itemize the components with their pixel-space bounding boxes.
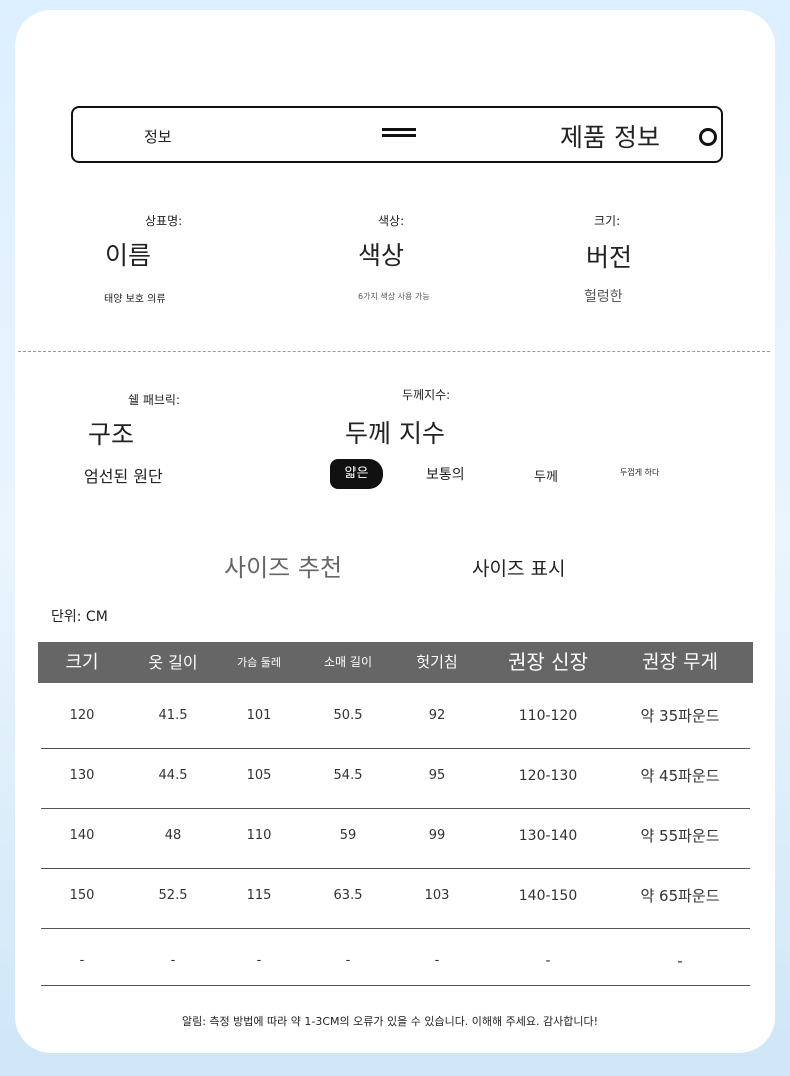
header-size: 크기 bbox=[65, 652, 99, 673]
table-cell: 103 bbox=[424, 888, 450, 903]
size-display-subtitle: 사이즈 표시 bbox=[472, 558, 566, 580]
table-cell: 140 bbox=[69, 828, 95, 843]
thickness-option-thicker[interactable]: 두껍게 하다 bbox=[620, 468, 660, 477]
thickness-option-thick[interactable]: 두께 bbox=[534, 470, 558, 485]
table-cell: 130-140 bbox=[518, 828, 578, 844]
table-cell: 150 bbox=[69, 888, 95, 903]
table-cell: 약 45파운드 bbox=[640, 767, 720, 785]
header-sleeve: 소매 길이 bbox=[324, 655, 372, 669]
circle-icon bbox=[699, 128, 717, 146]
table-cell: 약 55파운드 bbox=[640, 827, 720, 845]
table-row: ------- bbox=[41, 929, 750, 986]
table-cell: 110 bbox=[246, 828, 272, 843]
hamburger-icon[interactable] bbox=[382, 128, 416, 142]
fabric-label: 쉘 패브릭: bbox=[128, 393, 181, 407]
table-cell: 99 bbox=[428, 828, 446, 843]
table-cell: 약 65파운드 bbox=[640, 887, 720, 905]
size-label: 크기: bbox=[594, 214, 621, 228]
table-cell: 120 bbox=[69, 708, 95, 723]
table-cell: - bbox=[256, 953, 262, 968]
table-cell: 130 bbox=[69, 768, 95, 783]
brand-value: 이름 bbox=[105, 241, 152, 270]
page-title: 제품 정보 bbox=[560, 123, 660, 152]
table-cell: - bbox=[79, 953, 85, 968]
header-weight: 권장 무게 bbox=[642, 651, 718, 673]
table-cell: 115 bbox=[246, 888, 272, 903]
table-cell: 50.5 bbox=[333, 708, 363, 723]
brand-note: 태양 보호 의류 bbox=[104, 294, 166, 305]
color-value: 색상 bbox=[358, 241, 405, 270]
header-hem: 헛기침 bbox=[416, 653, 458, 671]
brand-label: 상표명: bbox=[145, 214, 183, 228]
table-cell: 48 bbox=[164, 828, 182, 843]
table-cell: 101 bbox=[246, 708, 272, 723]
header-bar bbox=[71, 106, 723, 163]
table-header: 크기 옷 길이 가슴 둘레 소매 길이 헛기침 권장 신장 권장 무게 bbox=[38, 642, 753, 683]
table-cell: - bbox=[434, 953, 440, 968]
divider bbox=[18, 351, 770, 352]
thickness-option-normal[interactable]: 보통의 bbox=[426, 467, 465, 483]
fabric-value: 구조 bbox=[88, 420, 135, 449]
size-note: 헐렁한 bbox=[584, 289, 623, 305]
size-value: 버전 bbox=[586, 243, 633, 272]
size-recommend-title: 사이즈 추천 bbox=[224, 554, 343, 582]
table-cell: - bbox=[545, 953, 551, 969]
table-row: 120 41.5 101 50.5 92 110-120 약 35파운드 bbox=[41, 689, 750, 749]
table-cell: 41.5 bbox=[158, 708, 188, 723]
table-cell: 약 35파운드 bbox=[640, 707, 720, 725]
table-row: 140 48 110 59 99 130-140 약 55파운드 bbox=[41, 809, 750, 869]
table-cell: 95 bbox=[428, 768, 446, 783]
table-cell: 120-130 bbox=[518, 768, 578, 784]
fabric-note: 엄선된 원단 bbox=[84, 467, 163, 486]
table-cell: - bbox=[677, 952, 683, 970]
header-height: 권장 신장 bbox=[508, 650, 588, 674]
table-cell: 63.5 bbox=[333, 888, 363, 903]
table-cell: 110-120 bbox=[518, 708, 578, 724]
header-left-label: 정보 bbox=[144, 128, 172, 146]
header-chest: 가슴 둘레 bbox=[237, 656, 281, 669]
thickness-value: 두께 지수 bbox=[345, 419, 445, 448]
header-length: 옷 길이 bbox=[148, 653, 198, 672]
product-card bbox=[15, 10, 775, 1053]
table-cell: 44.5 bbox=[158, 768, 188, 783]
table-row: 150 52.5 115 63.5 103 140-150 약 65파운드 bbox=[41, 869, 750, 929]
table-cell: 54.5 bbox=[333, 768, 363, 783]
color-note: 6가지 색상 사용 가능 bbox=[358, 292, 430, 301]
table-cell: 140-150 bbox=[518, 888, 578, 904]
table-cell: 92 bbox=[428, 708, 446, 723]
table-cell: 105 bbox=[246, 768, 272, 783]
table-cell: 59 bbox=[339, 828, 357, 843]
table-cell: - bbox=[345, 953, 351, 968]
table-cell: 52.5 bbox=[158, 888, 188, 903]
unit-label: 단위: CM bbox=[51, 609, 108, 625]
thickness-label: 두께지수: bbox=[402, 388, 451, 402]
table-row: 130 44.5 105 54.5 95 120-130 약 45파운드 bbox=[41, 749, 750, 809]
color-label: 색상: bbox=[378, 214, 405, 228]
table-cell: - bbox=[170, 953, 176, 968]
thickness-option-thin-selected[interactable]: 얇은 bbox=[330, 459, 383, 489]
footer-note: 알림: 측정 방법에 따라 약 1-3CM의 오류가 있을 수 있습니다. 이해… bbox=[181, 1015, 599, 1028]
